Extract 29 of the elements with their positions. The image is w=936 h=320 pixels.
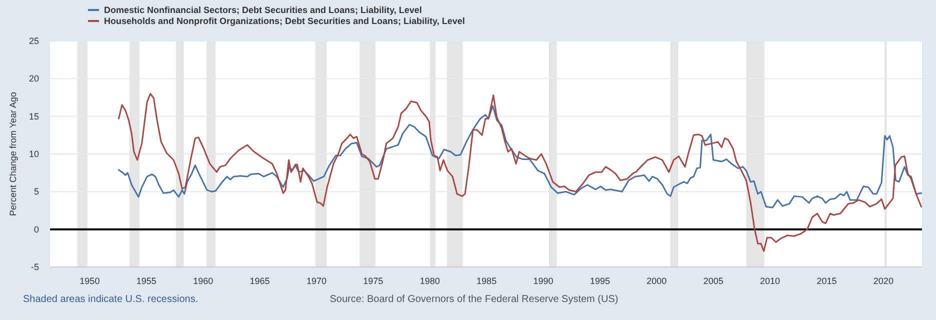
- x-tick-label: 2010: [760, 276, 780, 286]
- legend-label: Domestic Nonfinancial Sectors; Debt Securities and Loans; Liability, Level: [104, 5, 422, 15]
- y-tick-label: 10: [28, 149, 39, 159]
- x-tick-label: 1955: [136, 276, 156, 286]
- x-tick-label: 1990: [533, 276, 554, 286]
- y-tick-label: 5: [34, 186, 39, 197]
- x-tick-label: 1985: [476, 276, 497, 286]
- legend-label: Households and Nonprofit Organizations; Debt Securities and Loans; Liability, Level: [104, 16, 465, 26]
- line-series: [118, 92, 922, 252]
- y-tick-label: 20: [28, 74, 39, 84]
- y-tick-label: 15: [28, 111, 39, 122]
- source-note: Source: Board of Governors of the Federal Reserve System (US): [330, 294, 618, 305]
- x-tick-label: 1975: [363, 276, 384, 286]
- x-tick-label: 1950: [80, 276, 100, 286]
- y-tick-label: -5: [30, 262, 39, 272]
- x-tick-label: 2000: [646, 276, 667, 286]
- text: Shaded areas indicate U.S. recessions.: [23, 294, 198, 305]
- y-axis-title: Percent Change from Year Ago: [8, 92, 18, 216]
- y-tick-label: 25: [28, 36, 39, 46]
- x-tick-label: 1970: [306, 276, 326, 286]
- x-tick-label: 2005: [703, 276, 724, 286]
- line-series: [118, 105, 922, 208]
- x-tick-label: 2015: [816, 276, 837, 286]
- x-tick-label: 2020: [873, 276, 894, 286]
- y-tick-label: 0: [34, 224, 39, 234]
- x-tick-label: 1980: [420, 276, 440, 286]
- x-tick-label: 1965: [250, 276, 270, 286]
- x-tick-label: 1960: [193, 276, 214, 286]
- x-tick-label: 1995: [590, 276, 610, 286]
